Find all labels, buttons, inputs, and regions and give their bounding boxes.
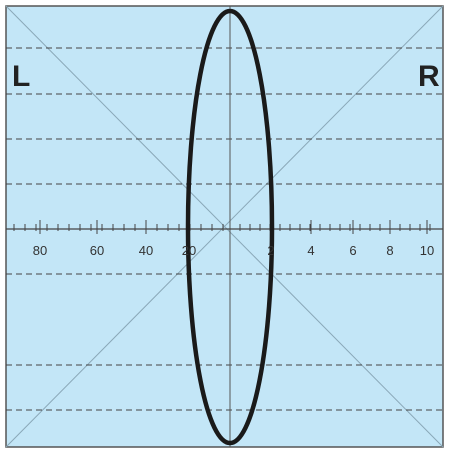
tick-label-4: 4 (307, 243, 314, 258)
tick-label-20: 20 (182, 243, 196, 258)
left-side-label: L (12, 60, 30, 93)
tick-label-60: 60 (90, 243, 104, 258)
tick-label-10: 10 (420, 243, 434, 258)
ellipse-shape (185, 8, 275, 446)
dashed-lines (6, 47, 443, 411)
axis-ticks (13, 220, 431, 234)
right-side-label: R (418, 60, 440, 93)
tick-label-80: 80 (33, 243, 47, 258)
diagonal-line-2 (5, 5, 444, 448)
tick-label-6: 6 (349, 243, 356, 258)
tick-label-8: 8 (386, 243, 393, 258)
tick-label-40: 40 (139, 243, 153, 258)
tick-label-2: 2 (267, 243, 274, 258)
